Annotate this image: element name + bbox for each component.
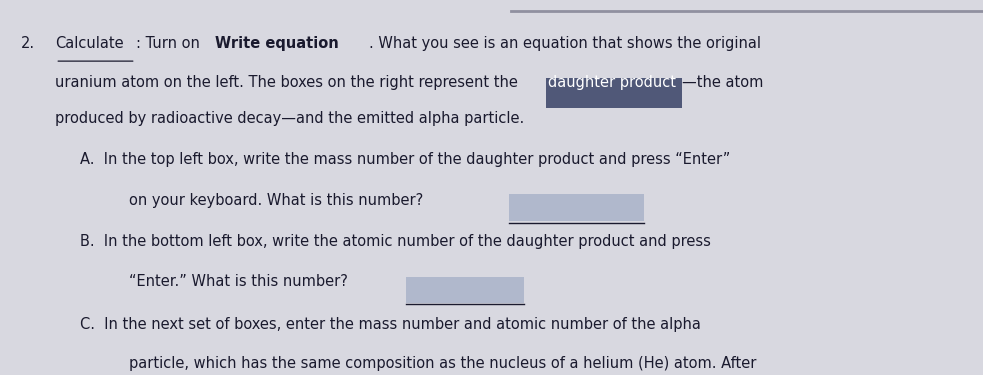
Text: B.  In the bottom left box, write the atomic number of the daughter product and : B. In the bottom left box, write the ato…	[80, 234, 711, 249]
Text: on your keyboard. What is this number?: on your keyboard. What is this number?	[129, 193, 423, 208]
Text: “Enter.” What is this number?: “Enter.” What is this number?	[129, 274, 348, 290]
Text: particle, which has the same composition as the nucleus of a helium (He) atom. A: particle, which has the same composition…	[129, 356, 756, 371]
Text: Calculate: Calculate	[55, 36, 124, 51]
Text: 2.: 2.	[21, 36, 35, 51]
Text: daughter product: daughter product	[549, 75, 676, 90]
Text: C.  In the next set of boxes, enter the mass number and atomic number of the alp: C. In the next set of boxes, enter the m…	[80, 316, 701, 332]
Text: Write equation: Write equation	[215, 36, 339, 51]
FancyBboxPatch shape	[509, 194, 645, 221]
Text: : Turn on: : Turn on	[136, 36, 204, 51]
Text: uranium atom on the left. The boxes on the right represent the: uranium atom on the left. The boxes on t…	[55, 75, 523, 90]
FancyBboxPatch shape	[547, 78, 681, 108]
FancyBboxPatch shape	[406, 277, 524, 303]
Text: . What you see is an equation that shows the original: . What you see is an equation that shows…	[369, 36, 761, 51]
Text: produced by radioactive decay—and the emitted alpha particle.: produced by radioactive decay—and the em…	[55, 111, 525, 126]
Text: A.  In the top left box, write the mass number of the daughter product and press: A. In the top left box, write the mass n…	[80, 152, 730, 166]
Text: —the atom: —the atom	[681, 75, 763, 90]
